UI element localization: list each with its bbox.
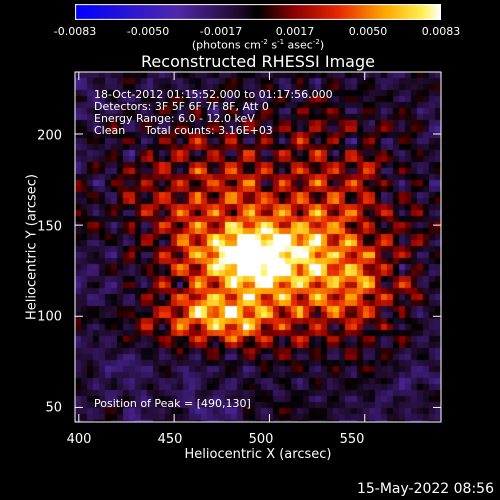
annotation-method: Clean	[94, 124, 126, 137]
annotation-peak-position: Position of Peak = [490,130]	[94, 397, 251, 410]
colorbar-tick-label: -0.0017	[199, 25, 243, 38]
heatmap-image	[75, 72, 441, 422]
colorbar-units: (photons cm-2 s-1 asec-2)	[191, 38, 325, 52]
x-tick-label: 450	[157, 432, 183, 447]
y-tick-label: 100	[37, 309, 62, 325]
x-tick-label: 400	[66, 432, 92, 447]
annotation-time-range: 18-Oct-2012 01:15:52.000 to 01:17:56.000	[94, 88, 333, 101]
colorbar-tick-label: 0.0083	[421, 25, 461, 38]
colorbar-tick-label: -0.0050	[126, 25, 170, 38]
footer-timestamp: 15-May-2022 08:56	[356, 481, 494, 497]
colorbar-gradient	[75, 4, 441, 20]
y-tick-label: 200	[37, 128, 62, 144]
x-tick-label: 500	[248, 432, 274, 447]
annotation-energy-range: Energy Range: 6.0 - 12.0 keV	[94, 112, 255, 125]
chart-title: Reconstructed RHESSI Image	[141, 52, 375, 71]
y-tick-label: 150	[37, 219, 62, 235]
colorbar-tick-label: 0.0017	[275, 25, 315, 38]
y-axis-label: Heliocentric Y (arcsec)	[24, 174, 40, 320]
colorbar-tick-label: 0.0050	[348, 25, 388, 38]
x-tick-label: 550	[339, 432, 365, 447]
annotation-detectors: Detectors: 3F 5F 6F 7F 8F, Att 0	[94, 100, 269, 113]
colorbar-tick-label: -0.0083	[53, 25, 97, 38]
annotation-total-counts: Total counts: 3.16E+03	[145, 124, 273, 137]
x-axis-label: Heliocentric X (arcsec)	[184, 447, 332, 462]
y-tick-label: 50	[45, 400, 62, 416]
